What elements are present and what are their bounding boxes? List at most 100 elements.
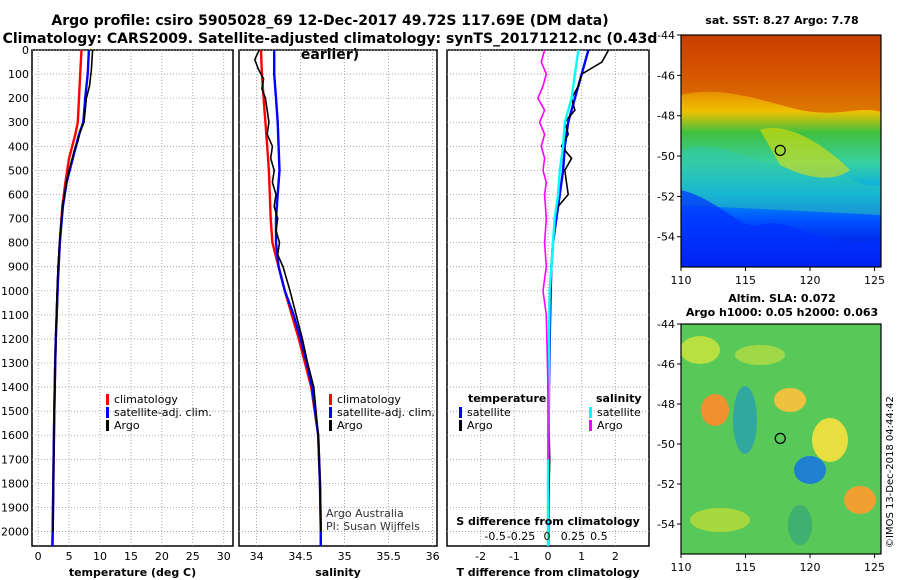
legend-label: Argo — [114, 419, 140, 432]
legend-label: satellite-adj. clim. — [114, 406, 212, 419]
x-tick-label: 34.5 — [288, 550, 313, 563]
depth-tick-label: 1900 — [1, 501, 29, 514]
depth-tick-label: 1200 — [1, 333, 29, 346]
top-tick-label: 0.25 — [561, 530, 586, 543]
map-frame — [680, 34, 882, 268]
map-x-tick-label: 120 — [800, 561, 821, 574]
top-tick-label: 0.5 — [590, 530, 608, 543]
top-axis-label: S difference from climatology — [456, 515, 640, 528]
depth-tick-label: 100 — [8, 68, 29, 81]
map-y-tick-label: -48 — [657, 398, 675, 411]
depth-tick-label: 1100 — [1, 309, 29, 322]
depth-tick-label: 1800 — [1, 477, 29, 490]
sst-map-image — [681, 35, 881, 267]
map-x-tick-label: 125 — [864, 274, 885, 287]
legend-label: satellite — [597, 406, 641, 419]
series-line-climatology — [259, 49, 322, 546]
legend-swatch — [106, 420, 109, 431]
x-tick-label: 34 — [250, 550, 264, 563]
map-sla-map: 110 115 120 125 -44 -46 -48 -50 -52 -54 Altim. SLA… — [657, 292, 885, 574]
map-y-tick-label: -52 — [657, 478, 675, 491]
depth-tick-label: 2000 — [1, 526, 29, 539]
map-y-tick-label: -54 — [657, 518, 675, 531]
legend-label: Argo — [337, 419, 363, 432]
legend-label: satellite — [467, 406, 511, 419]
map-x-tick-label: 115 — [735, 561, 756, 574]
legend-swatch — [329, 394, 332, 405]
map-y-tick-label: -50 — [657, 150, 675, 163]
depth-tick-label: 1500 — [1, 405, 29, 418]
x-tick-label: 2 — [612, 550, 619, 563]
map-y-tick-label: -48 — [657, 110, 675, 123]
author-annotation: Argo Australia — [326, 507, 404, 520]
map-title: Argo h1000: 0.05 h2000: 0.063 — [686, 306, 878, 319]
series-line-temperature-argo — [547, 49, 610, 532]
panel-frame — [31, 49, 234, 547]
depth-tick-label: 400 — [8, 140, 29, 153]
x-tick-label: -1 — [509, 550, 520, 563]
depth-tick-label: 900 — [8, 261, 29, 274]
depth-tick-label: 0 — [22, 44, 29, 57]
panel-salinity: 34 34.5 35 35.5 36 salinity — [238, 49, 440, 579]
legend-label: Argo — [467, 419, 493, 432]
legend-swatch — [459, 407, 462, 418]
x-axis-label: T difference from climatology — [456, 566, 639, 579]
map-y-tick-label: -50 — [657, 438, 675, 451]
depth-tick-label: 300 — [8, 116, 29, 129]
top-tick-label: -0.5 — [484, 530, 505, 543]
x-tick-label: 15 — [124, 550, 138, 563]
map-y-tick-label: -44 — [657, 318, 675, 331]
imos-credit: ©IMOS 13-Dec-2018 04:44:42 — [885, 396, 896, 548]
map-x-tick-label: 110 — [671, 274, 692, 287]
author-annotation: PI: Susan Wijffels — [326, 520, 420, 533]
argo-position-marker — [774, 432, 786, 444]
depth-tick-label: 1700 — [1, 453, 29, 466]
map-x-tick-label: 120 — [800, 274, 821, 287]
panel-differences: -2 -1 0 1 2 T difference from climatology — [446, 49, 650, 579]
depth-tick-label: 1400 — [1, 381, 29, 394]
depth-tick-label: 200 — [8, 92, 29, 105]
legend-label: climatology — [114, 393, 178, 406]
map-x-tick-label: 115 — [735, 274, 756, 287]
map-x-tick-label: 125 — [864, 561, 885, 574]
depth-tick-label: 1600 — [1, 429, 29, 442]
panel-temperature: 0100200300400500600700800900100011001200… — [1, 44, 234, 579]
legend-swatch — [329, 407, 332, 418]
depth-tick-label: 600 — [8, 188, 29, 201]
x-tick-label: 20 — [155, 550, 169, 563]
argo-position-marker — [774, 144, 786, 156]
legend-swatch — [329, 420, 332, 431]
x-tick-label: 25 — [186, 550, 200, 563]
depth-tick-label: 1000 — [1, 285, 29, 298]
map-y-tick-label: -44 — [657, 29, 675, 42]
series-line-argo — [52, 49, 94, 532]
legend-differences: temperature salinitysatelliteArgosatellit… — [456, 392, 641, 543]
legend-title-salinity: salinity — [596, 392, 642, 405]
map-x-tick-label: 110 — [671, 561, 692, 574]
map-sst-map: 110 115 120 125 -44 -46 -48 -50 -52 -54 sat. SST: … — [657, 14, 885, 287]
legend-swatch — [106, 407, 109, 418]
legend-swatch — [589, 407, 592, 418]
legend-label: climatology — [337, 393, 401, 406]
legend-swatch — [589, 420, 592, 431]
top-tick-label: 0 — [544, 530, 551, 543]
depth-tick-label: 1300 — [1, 357, 29, 370]
legend-label: Argo — [597, 419, 623, 432]
depth-tick-label: 800 — [8, 237, 29, 250]
top-tick-label: -0.25 — [507, 530, 535, 543]
legend-swatch — [459, 420, 462, 431]
x-tick-label: 5 — [66, 550, 73, 563]
legend-swatch — [106, 394, 109, 405]
legend-title-temperature: temperature — [468, 392, 546, 405]
figure-title: Argo profile: csiro 5905028_69 12-Dec-20… — [51, 13, 609, 29]
series-line-satellite-adj-clim- — [273, 50, 322, 546]
x-tick-label: -2 — [475, 550, 486, 563]
depth-tick-label: 500 — [8, 164, 29, 177]
x-axis-label: temperature (deg C) — [69, 566, 196, 579]
map-title: sat. SST: 8.27 Argo: 7.78 — [705, 14, 858, 27]
sla-map-image — [681, 324, 881, 554]
x-tick-label: 0 — [545, 550, 552, 563]
